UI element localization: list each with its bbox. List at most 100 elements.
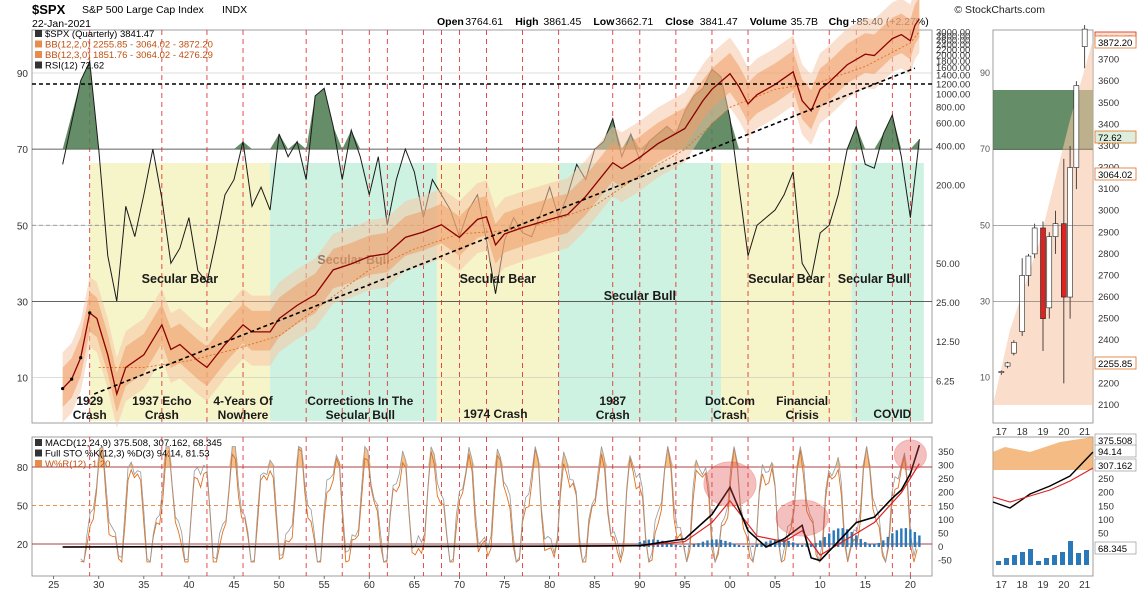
x-axis-tick: 40 xyxy=(183,580,195,591)
macd-histogram-bar xyxy=(882,540,885,547)
inset-macd-histogram-bar xyxy=(1052,555,1057,565)
stoch-axis-tick: 20 xyxy=(17,540,29,551)
inset-value-label: 2255.85 xyxy=(1098,359,1132,370)
lower-plot-frame xyxy=(31,436,933,577)
inset-x-tick-upper: 18 xyxy=(1017,427,1029,438)
event-label: Financial Crisis xyxy=(776,394,828,422)
x-axis-tick: 60 xyxy=(364,580,376,591)
stoch-axis-tick: 80 xyxy=(17,463,29,474)
macd-axis-tick: 50 xyxy=(938,528,949,539)
price-point xyxy=(88,311,92,315)
watermark: © StockCharts.com xyxy=(954,4,1045,16)
x-axis-tick: 20 xyxy=(905,580,917,591)
price-point xyxy=(79,356,83,360)
macd-histogram-bar xyxy=(909,529,912,547)
macd-histogram-bar xyxy=(778,539,781,547)
inset-price-tick: 3000 xyxy=(1098,206,1119,217)
inset-lower-tick: 50 xyxy=(1098,528,1109,539)
legend-lower-entry: Full STO %K(12,3) %D(3) 94.14, 81.53 xyxy=(45,449,210,460)
macd-histogram-bar xyxy=(877,542,880,547)
period-label: Secular Bull xyxy=(838,272,910,286)
event-label: Corrections In The Secular Bull xyxy=(307,394,413,422)
ohlc-label: Close xyxy=(665,16,694,28)
x-axis-tick: 70 xyxy=(454,580,466,591)
inset-candle-body xyxy=(1081,28,1088,47)
macd-histogram-bar xyxy=(710,539,714,547)
macd-histogram-bar xyxy=(665,542,669,547)
macd-histogram-bar xyxy=(895,530,899,547)
index-name: S&P 500 Large Cap Index xyxy=(82,4,205,16)
inset-x-tick: 18 xyxy=(1017,580,1029,591)
macd-axis-tick: 350 xyxy=(938,447,954,458)
macd-line xyxy=(62,444,921,562)
macd-histogram-bar xyxy=(850,531,853,547)
macd-histogram-bar xyxy=(755,544,759,547)
inset-price-tick: 3400 xyxy=(1098,119,1119,130)
inset-lower-tick: 150 xyxy=(1098,501,1114,512)
inset-price-tick: 2900 xyxy=(1098,227,1119,238)
inset-candle-body xyxy=(1067,167,1073,298)
inset-price-tick: 3600 xyxy=(1098,76,1119,87)
inset-lower-label: 307.162 xyxy=(1098,461,1132,472)
inset-lower-tick: 250 xyxy=(1098,474,1114,485)
macd-histogram-bar xyxy=(697,543,700,547)
price-axis-tick: 2800.00 xyxy=(936,32,970,43)
legend-main-entry: BB(12,3,0) 1851.76 - 3064.02 - 4276.29 xyxy=(45,50,213,61)
inset-lower-label: 375.508 xyxy=(1098,436,1132,447)
inset-price-tick: 2800 xyxy=(1098,249,1119,260)
macd-histogram-bar xyxy=(692,544,696,547)
inset-rsi-tick: 90 xyxy=(980,68,990,78)
x-axis-tick: 95 xyxy=(679,580,691,591)
legend-swatch xyxy=(35,30,42,37)
inset-price-tick: 3300 xyxy=(1098,141,1119,152)
ohlc-value: 35.7B xyxy=(791,16,818,28)
inset-x-tick-upper: 20 xyxy=(1058,427,1070,438)
price-axis-tick: 1200.00 xyxy=(936,79,970,90)
macd-histogram-bar xyxy=(814,543,817,547)
inset-x-tick-upper: 21 xyxy=(1079,427,1091,438)
inset-x-tick: 21 xyxy=(1079,580,1091,591)
price-axis-tick: 600.00 xyxy=(936,119,965,130)
ohlc-value: 3841.47 xyxy=(700,16,738,28)
inset-candle-body xyxy=(1046,236,1053,309)
inset-macd-histogram-bar xyxy=(1084,550,1089,565)
bollinger-band-inner xyxy=(62,0,920,413)
legend-swatch xyxy=(35,51,42,58)
macd-histogram-bar xyxy=(787,540,790,547)
inset-price-tick: 2200 xyxy=(1098,378,1119,389)
legend-lower-entry: W%R(12) -1.20 xyxy=(45,459,110,470)
period-band xyxy=(851,163,924,421)
macd-histogram-bar xyxy=(782,539,786,547)
ohlc-label: Chg xyxy=(829,16,849,28)
inset-yearly-panel: 2100220023002400250026002700280029003000… xyxy=(980,25,1137,591)
price-line xyxy=(62,18,920,397)
event-label: 1987 Crash xyxy=(596,394,630,422)
event-label: Dot.Com Crash xyxy=(705,394,755,422)
price-axis-tick: 1600.00 xyxy=(936,63,970,74)
inset-bollinger-band xyxy=(993,40,1093,405)
inset-candle-body xyxy=(1052,223,1059,237)
legend-main-entry: BB(12,2,0) 2255.85 - 3064.02 - 3872.20 xyxy=(45,40,213,51)
event-label: 1937 Echo Crash xyxy=(132,394,191,422)
macd-histogram-bar xyxy=(832,530,835,547)
inset-rsi-tick: 30 xyxy=(980,296,990,306)
exchange-label: INDX xyxy=(222,4,247,16)
x-axis-tick: 00 xyxy=(724,580,736,591)
x-axis-tick: 80 xyxy=(544,580,556,591)
macd-histogram-bar xyxy=(724,540,727,547)
macd-histogram-bar xyxy=(904,528,908,547)
x-axis-tick: 25 xyxy=(48,580,60,591)
inset-macd-histogram-bar xyxy=(1020,552,1025,565)
ohlc-value: 3764.61 xyxy=(465,16,503,28)
chart-date: 22-Jan-2021 xyxy=(32,18,91,30)
inset-lower-label: 68.345 xyxy=(1098,544,1127,555)
inset-stoch-fill xyxy=(993,437,1093,470)
ohlc-label: Low xyxy=(593,16,615,28)
macd-histogram-bar xyxy=(769,540,772,547)
price-point xyxy=(61,386,65,391)
macd-histogram-bar xyxy=(796,543,799,547)
macd-histogram-bar xyxy=(891,533,894,547)
